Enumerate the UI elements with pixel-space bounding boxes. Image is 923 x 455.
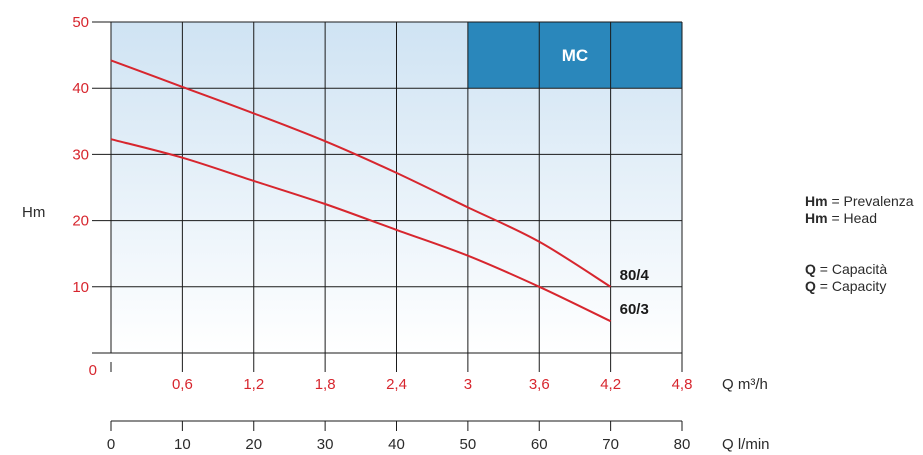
x-primary-tick-label: 4,8 bbox=[672, 376, 693, 393]
legend-hm-key-2: Hm bbox=[805, 210, 828, 226]
y-tick-label: 30 bbox=[72, 146, 89, 163]
x-secondary-tick-label: 50 bbox=[460, 436, 477, 453]
legend-hm-key: Hm bbox=[805, 193, 828, 209]
x-primary-tick-label: 4,2 bbox=[600, 376, 621, 393]
legend-row-hm-en: Hm = Head bbox=[805, 210, 923, 227]
legend-hm-en: = Head bbox=[831, 210, 877, 226]
legend: Hm = Prevalenza Hm = Head Q = Capacità Q… bbox=[805, 193, 923, 295]
legend-row-q-it: Q = Capacità bbox=[805, 261, 923, 278]
legend-q-it: = Capacità bbox=[819, 261, 888, 277]
badge-label: MC bbox=[562, 46, 588, 65]
x-secondary-tick-label: 80 bbox=[674, 436, 691, 453]
x-secondary-tick-label: 70 bbox=[602, 436, 619, 453]
curve-label-60-3: 60/3 bbox=[620, 301, 649, 318]
y-tick-label: 50 bbox=[72, 14, 89, 31]
x-secondary-tick-label: 30 bbox=[317, 436, 334, 453]
x-secondary-tick-label: 60 bbox=[531, 436, 548, 453]
curve-label-80-4: 80/4 bbox=[620, 267, 650, 284]
pump-performance-chart: MC 80/4 60/3 0 10 20 30 40 50 0,6 1,2 1,8 2,4 3 3,6 4… bbox=[22, 14, 770, 453]
x-primary-tick-label: 3 bbox=[464, 376, 472, 393]
x-primary-tick-label: 0,6 bbox=[172, 376, 193, 393]
x-secondary-tick-label: 0 bbox=[107, 436, 115, 453]
y-tick-label: 20 bbox=[72, 213, 89, 230]
y-tick-label: 0 bbox=[89, 362, 97, 379]
y-axis-label: Hm bbox=[22, 204, 45, 221]
x-primary-tick-label: 2,4 bbox=[386, 376, 407, 393]
legend-q-key-2: Q bbox=[805, 278, 816, 294]
legend-row-hm-it: Hm = Prevalenza bbox=[805, 193, 923, 210]
legend-q-en: = Capacity bbox=[819, 278, 887, 294]
legend-row-q-en: Q = Capacity bbox=[805, 278, 923, 295]
x-secondary-tick-label: 10 bbox=[174, 436, 191, 453]
badge-box bbox=[467, 22, 682, 89]
legend-hm-it: = Prevalenza bbox=[831, 193, 914, 209]
x-primary-tick-label: 3,6 bbox=[529, 376, 550, 393]
legend-q-key: Q bbox=[805, 261, 816, 277]
x-axis-label-secondary: Q l/min bbox=[722, 436, 770, 453]
curve-80-4 bbox=[110, 59, 612, 288]
curve-60-3 bbox=[110, 138, 612, 323]
x-primary-tick-label: 1,2 bbox=[243, 376, 264, 393]
x-primary-tick-label: 1,8 bbox=[315, 376, 336, 393]
x-secondary-tick-label: 40 bbox=[388, 436, 405, 453]
x-axis-label-primary: Q m³/h bbox=[722, 376, 768, 393]
y-tick-label: 10 bbox=[72, 279, 89, 296]
y-tick-label: 40 bbox=[72, 80, 89, 97]
x-secondary-tick-label: 20 bbox=[245, 436, 262, 453]
